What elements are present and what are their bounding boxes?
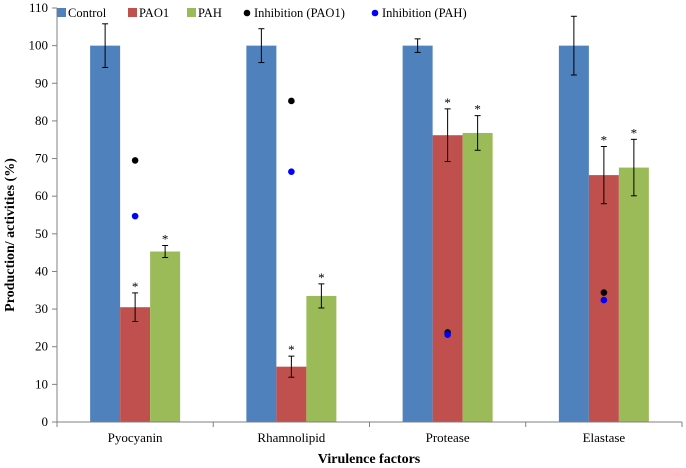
- y-tick-label: 70: [35, 151, 48, 166]
- legend-swatch: [128, 8, 137, 17]
- point-inhibition-pao1: [600, 289, 608, 296]
- legend-swatch: [57, 8, 66, 17]
- legend-label: Inhibition (PAH): [382, 6, 467, 20]
- significance-mark: *: [288, 342, 295, 357]
- y-axis-title: Production/ activities (%): [3, 158, 18, 312]
- point-inhibition-pah: [288, 168, 295, 176]
- point-inhibition-pah: [600, 296, 608, 304]
- legend-label: Inhibition (PAO1): [254, 6, 345, 20]
- point-inhibition-pah: [131, 212, 139, 220]
- y-tick-label: 100: [29, 38, 49, 53]
- legend-label: Control: [68, 6, 107, 20]
- bar-control: [90, 45, 121, 423]
- y-tick-label: 50: [35, 226, 48, 241]
- significance-mark: *: [444, 95, 451, 110]
- bar-control: [246, 45, 277, 423]
- x-tick-label: Elastase: [583, 430, 626, 445]
- y-tick-label: 20: [35, 339, 48, 354]
- bar-control: [558, 45, 589, 423]
- bar-control: [402, 45, 433, 423]
- significance-mark: *: [162, 231, 169, 246]
- bar-pao1: [432, 135, 463, 422]
- point-inhibition-pah: [444, 331, 451, 338]
- bar-pah: [306, 295, 337, 422]
- bar-pah: [462, 132, 493, 422]
- y-tick-label: 0: [42, 414, 49, 429]
- significance-mark: *: [132, 279, 139, 294]
- y-tick-label: 10: [35, 376, 48, 391]
- y-tick-label: 110: [29, 0, 48, 15]
- x-axis-title: Virulence factors: [318, 452, 421, 467]
- y-tick-label: 60: [35, 188, 48, 203]
- point-inhibition-pao1: [288, 97, 295, 105]
- y-tick-label: 30: [35, 301, 48, 316]
- y-tick-label: 80: [35, 113, 48, 128]
- y-tick-label: 40: [35, 263, 48, 278]
- bar-pah: [618, 167, 649, 422]
- x-tick-label: Protease: [426, 430, 470, 445]
- significance-mark: *: [631, 125, 638, 140]
- bar-pao1: [120, 307, 151, 422]
- y-tick-label: 90: [35, 75, 48, 90]
- legend-swatch: [187, 8, 196, 17]
- legend-label: PAH: [198, 6, 222, 20]
- significance-mark: *: [318, 270, 325, 285]
- significance-mark: *: [474, 102, 481, 117]
- significance-mark: *: [601, 133, 608, 148]
- legend-label: PAO1: [139, 6, 169, 20]
- legend-marker: [371, 9, 379, 17]
- x-tick-label: Rhamnolipid: [257, 430, 325, 445]
- x-tick-label: Pyocyanin: [108, 430, 163, 445]
- bar-pah: [150, 251, 181, 422]
- legend-marker: [243, 9, 251, 17]
- point-inhibition-pao1: [131, 157, 139, 164]
